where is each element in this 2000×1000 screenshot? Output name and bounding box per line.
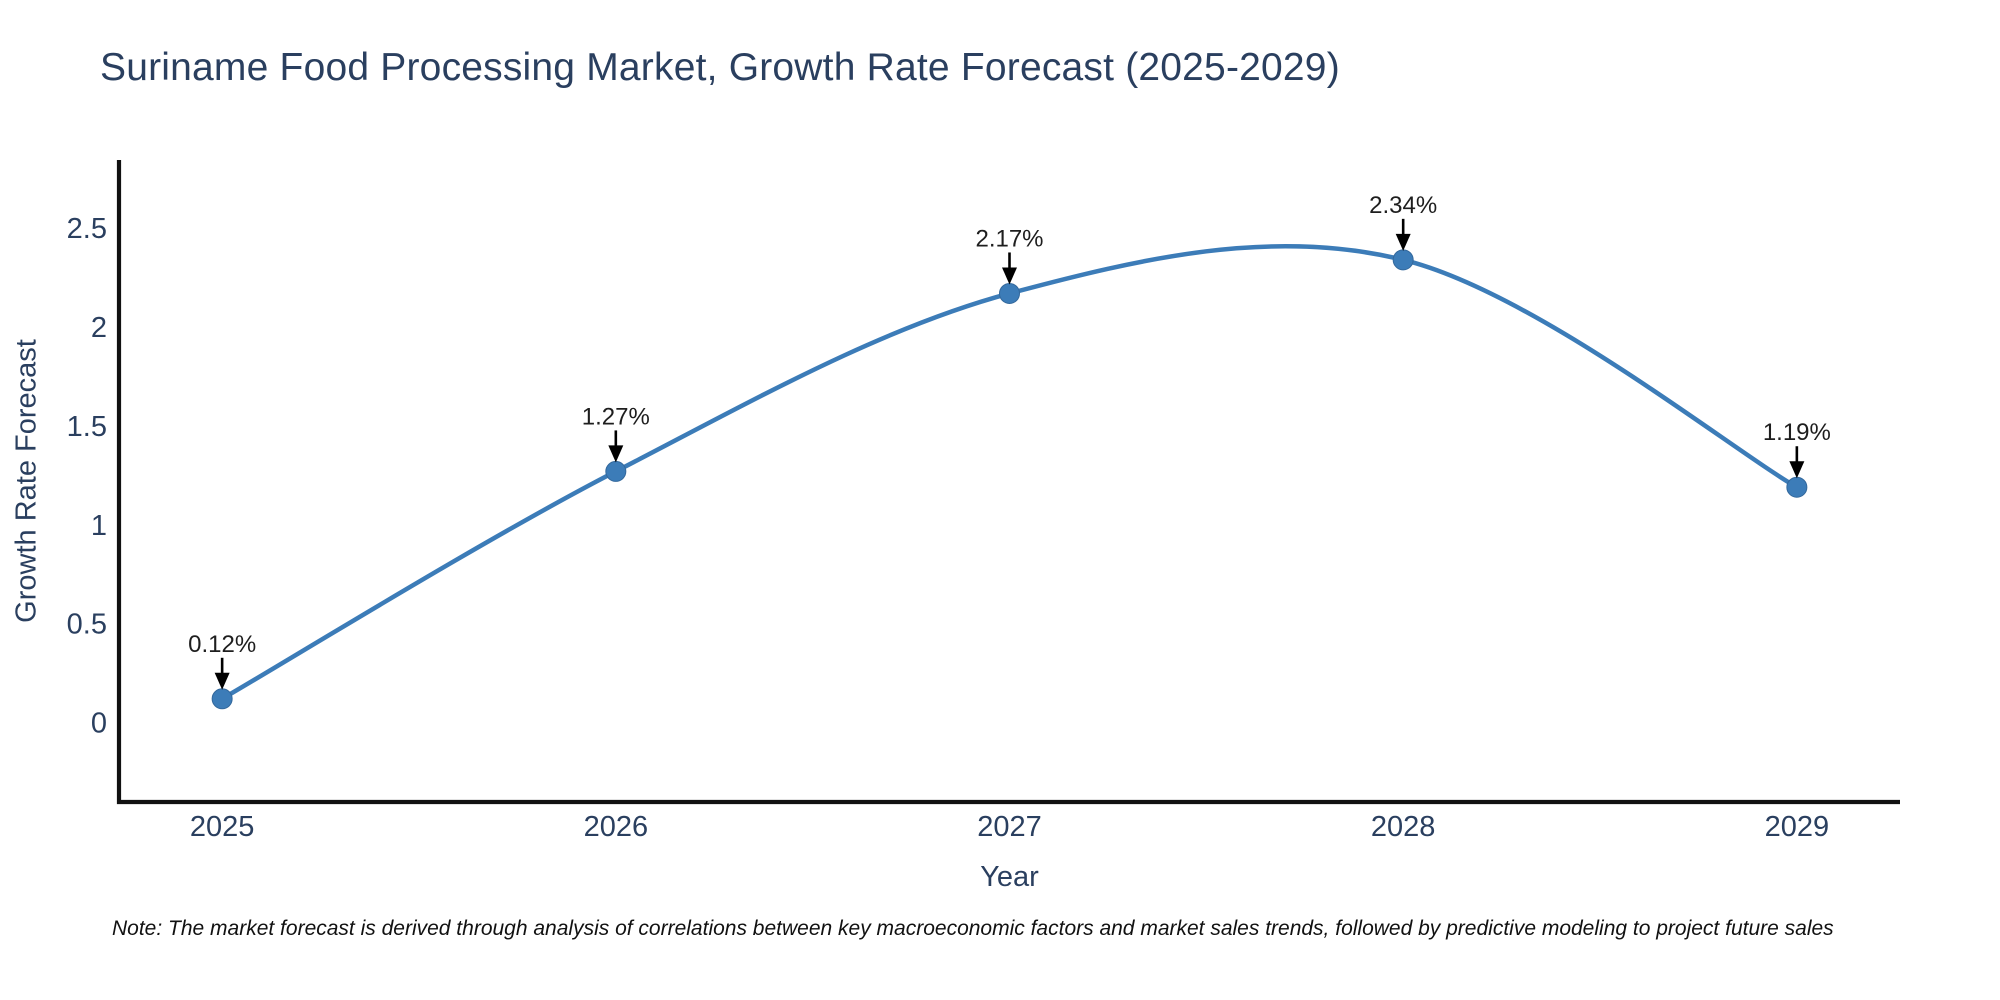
x-tick-label: 2025 — [190, 811, 255, 843]
data-point-marker[interactable] — [1392, 249, 1414, 271]
data-point-marker[interactable] — [605, 460, 627, 482]
data-point-label: 2.34% — [1369, 192, 1437, 219]
y-tick-label: 2 — [91, 312, 107, 344]
data-point-label: 1.27% — [582, 403, 650, 430]
x-tick-label: 2029 — [1765, 811, 1830, 843]
y-tick-label: 0 — [91, 708, 107, 740]
y-tick-label: 1 — [91, 510, 107, 542]
footnote: Note: The market forecast is derived thr… — [112, 917, 1834, 940]
data-point-marker[interactable] — [1786, 476, 1808, 498]
annotation-arrowhead — [1002, 267, 1017, 285]
data-point-label: 2.17% — [975, 225, 1043, 252]
axis-lines — [116, 160, 1900, 805]
x-axis-title: Year — [980, 861, 1039, 893]
data-point-label: 0.12% — [188, 631, 256, 658]
y-tick-label: 2.5 — [67, 213, 107, 245]
annotation-arrowhead — [214, 672, 230, 690]
data-point-marker[interactable] — [999, 282, 1020, 304]
annotation-arrowhead — [1395, 233, 1411, 251]
y-tick-label: 1.5 — [67, 411, 107, 443]
data-point-marker[interactable] — [211, 688, 233, 710]
chart-title: Suriname Food Processing Market, Growth … — [100, 46, 1340, 89]
data-point-label: 1.19% — [1763, 419, 1831, 446]
annotation-arrowhead — [1789, 461, 1805, 479]
y-tick-label: 0.5 — [67, 609, 107, 641]
x-tick-label: 2026 — [584, 811, 649, 843]
x-tick-label: 2028 — [1371, 811, 1436, 843]
annotation-arrowhead — [608, 445, 624, 463]
forecast-line — [219, 243, 1800, 702]
x-tick-label: 2027 — [977, 811, 1042, 843]
